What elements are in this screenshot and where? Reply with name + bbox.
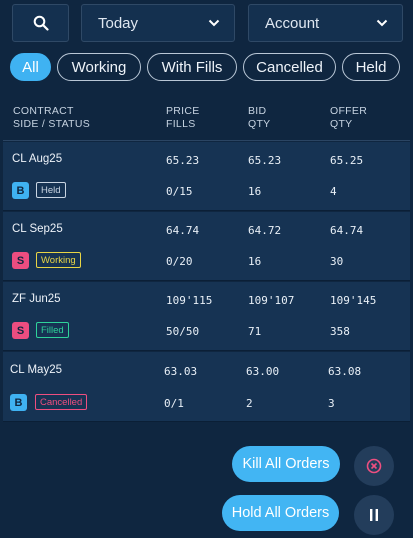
offer-price: 65.25 [330,154,364,167]
column-header-bid: BID QTY [248,105,271,131]
orders-table: CONTRACT SIDE / STATUS PRICE FILLS BID Q… [3,95,410,425]
bid-price: 109'107 [248,294,295,307]
contract-name: CL Aug25 [12,153,63,165]
tab-working[interactable]: Working [57,53,141,81]
chevron-down-icon [208,19,220,27]
side-badge: B [10,394,27,411]
tab-all[interactable]: All [10,53,51,81]
contract-name: CL Sep25 [12,223,63,235]
column-header-price: PRICE FILLS [166,105,200,131]
tab-held[interactable]: Held [342,53,400,81]
tab-with-fills[interactable]: With Fills [147,53,237,81]
account-dropdown-value: Account [265,14,320,32]
contract-name: CL May25 [10,364,62,376]
order-fills: 50/50 [166,325,200,338]
side-badge: B [12,182,29,199]
offer-qty: 30 [330,255,344,268]
offer-price: 109'145 [330,294,377,307]
offer-qty: 4 [330,185,337,198]
filter-bar: Today Account [0,0,413,47]
cancel-all-button[interactable] [354,446,394,486]
column-header-line: BID [248,105,267,117]
bid-price: 63.00 [246,365,280,378]
order-fills: 0/20 [166,255,193,268]
side-badge: S [12,252,29,269]
status-badge: Filled [36,322,69,338]
order-row[interactable]: CL Sep25 64.74 64.72 64.74 S Working 0/2… [3,212,410,281]
bid-price: 64.72 [248,224,282,237]
search-icon [33,15,49,31]
date-dropdown-value: Today [98,14,139,32]
pause-all-button[interactable] [354,495,394,535]
column-header-line: FILLS [166,118,196,130]
bid-price: 65.23 [248,154,282,167]
chevron-down-icon [376,19,388,27]
column-header-line: PRICE [166,105,200,117]
order-price: 64.74 [166,224,200,237]
status-filter-tabs: All Working With Fills Cancelled Held [0,53,413,81]
column-header-contract: CONTRACT SIDE / STATUS [13,105,90,131]
column-header-line: OFFER [330,105,368,117]
order-row[interactable]: CL Aug25 65.23 65.23 65.25 B Held 0/15 1… [3,142,410,211]
pause-icon [370,509,378,521]
bid-qty: 2 [246,397,253,410]
column-header-offer: OFFER QTY [330,105,367,131]
bid-qty: 71 [248,325,262,338]
order-fills: 0/15 [166,185,193,198]
column-header-line: QTY [248,118,271,130]
order-fills: 0/1 [164,397,184,410]
date-dropdown[interactable]: Today [81,4,235,42]
bid-qty: 16 [248,185,262,198]
kill-all-orders-button[interactable]: Kill All Orders [232,446,340,482]
order-price: 63.03 [164,365,198,378]
hold-all-orders-button[interactable]: Hold All Orders [222,495,339,531]
order-row[interactable]: ZF Jun25 109'115 109'107 109'145 S Fille… [3,282,410,351]
table-header: CONTRACT SIDE / STATUS PRICE FILLS BID Q… [3,95,410,141]
status-badge: Cancelled [35,394,88,410]
offer-qty: 3 [328,397,335,410]
order-row[interactable]: CL May25 63.03 63.00 63.08 B Cancelled 0… [3,352,410,422]
offer-price: 64.74 [330,224,364,237]
tab-cancelled[interactable]: Cancelled [243,53,336,81]
account-dropdown[interactable]: Account [248,4,403,42]
bid-qty: 16 [248,255,262,268]
side-badge: S [12,322,29,339]
offer-price: 63.08 [328,365,362,378]
order-price: 109'115 [166,294,213,307]
cancel-circle-icon [366,458,382,474]
search-button[interactable] [12,4,69,42]
column-header-line: SIDE / STATUS [13,118,91,130]
column-header-line: QTY [330,118,353,130]
status-badge: Held [36,182,66,198]
offer-qty: 358 [330,325,350,338]
contract-name: ZF Jun25 [12,293,61,305]
status-badge: Working [36,252,81,268]
column-header-line: CONTRACT [13,105,74,117]
order-price: 65.23 [166,154,200,167]
